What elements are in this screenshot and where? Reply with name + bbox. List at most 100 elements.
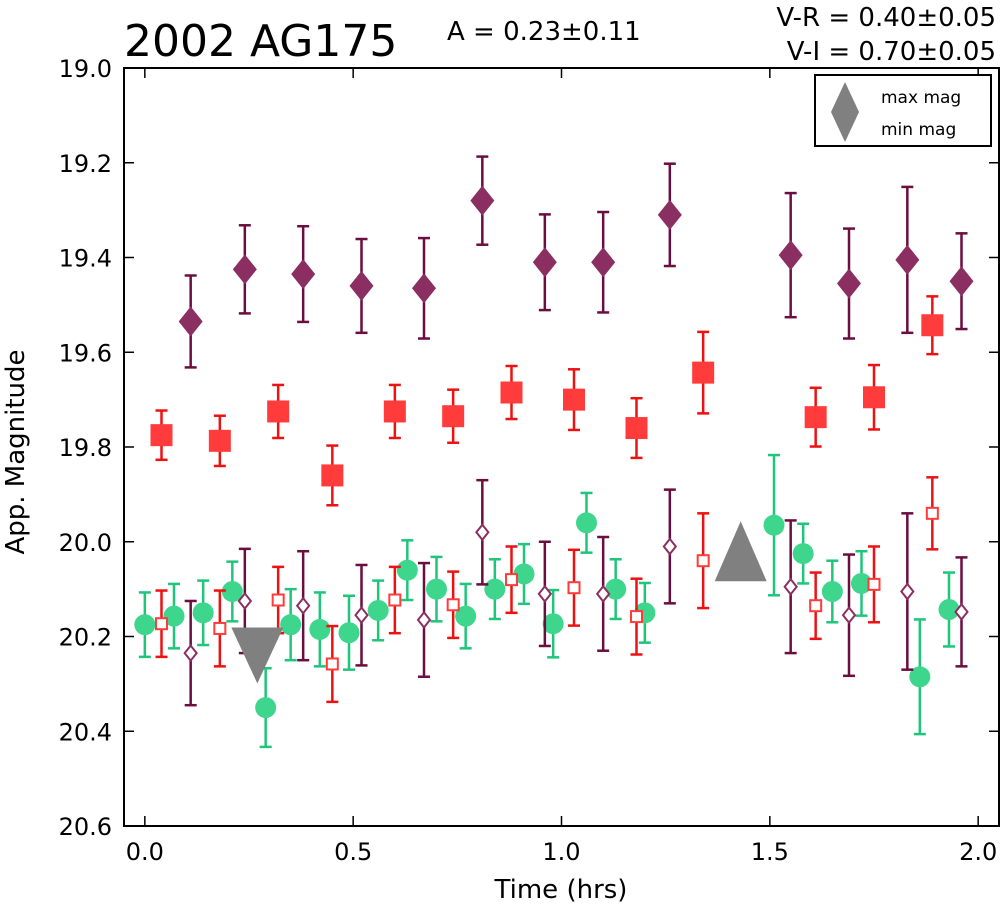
data-point — [221, 580, 243, 602]
x-tick-label: 2.0 — [959, 838, 997, 866]
data-point — [630, 610, 643, 624]
data-point — [537, 584, 553, 603]
max-mag-marker — [714, 521, 767, 582]
x-tick-label: 0.0 — [126, 838, 164, 866]
data-point — [150, 424, 173, 447]
data-point — [863, 386, 885, 409]
data-point — [949, 266, 974, 297]
data-point — [841, 606, 857, 625]
data-point — [662, 537, 678, 556]
v-i-annotation: V-I = 0.70±0.05 — [787, 37, 996, 67]
data-point — [383, 400, 406, 423]
data-point — [178, 306, 203, 337]
series-square — [150, 295, 944, 507]
legend-min-label: min mag — [881, 120, 956, 140]
data-point — [367, 599, 389, 621]
data-point — [255, 697, 277, 719]
y-tick-label: 19.6 — [59, 339, 112, 367]
data-point — [763, 514, 785, 536]
y-tick-label: 20.0 — [59, 529, 112, 557]
amplitude-annotation: A = 0.23±0.11 — [447, 17, 641, 47]
min-mag-marker — [231, 627, 284, 684]
data-point — [470, 185, 495, 216]
data-point — [412, 273, 436, 304]
data-point — [237, 591, 253, 611]
y-tick-label: 20.2 — [59, 624, 112, 652]
data-point — [804, 406, 827, 429]
data-point — [513, 563, 535, 585]
data-point — [851, 572, 872, 594]
y-tick-label: 19.0 — [59, 55, 112, 83]
y-tick-label: 19.8 — [59, 434, 112, 462]
data-point — [213, 621, 227, 635]
data-point — [909, 666, 931, 688]
data-point — [692, 361, 715, 384]
data-point — [455, 605, 477, 627]
x-tick-label: 1.0 — [542, 838, 580, 866]
data-point — [563, 388, 585, 411]
data-point — [591, 247, 616, 278]
data-point — [325, 657, 339, 671]
v-r-annotation: V-R = 0.40±0.05 — [776, 3, 996, 33]
data-point — [542, 613, 564, 635]
chart-title: 2002 AG175 — [124, 16, 397, 67]
data-point — [809, 599, 823, 613]
data-point — [396, 559, 418, 581]
data-point — [867, 577, 881, 591]
data-point — [696, 554, 710, 568]
data-point — [426, 578, 447, 600]
legend-min-marker — [831, 112, 859, 142]
x-axis-label: Time (hrs) — [494, 875, 628, 904]
data-point — [792, 543, 814, 565]
data-point — [446, 598, 460, 612]
data-point — [778, 240, 803, 271]
plot-frame — [123, 67, 1000, 827]
x-tick-label: 0.5 — [334, 838, 372, 866]
data-point — [155, 617, 168, 631]
data-point — [442, 405, 465, 428]
data-point — [821, 580, 843, 602]
data-point — [576, 512, 597, 534]
data-point — [192, 602, 214, 624]
data-point — [388, 593, 402, 607]
data-point — [484, 578, 506, 600]
y-tick-label: 19.4 — [59, 245, 112, 273]
legend-max-label: max mag — [881, 88, 961, 108]
series-diamond — [178, 155, 974, 369]
series-circle — [134, 453, 960, 749]
data-point — [475, 523, 490, 542]
data-point — [605, 578, 627, 600]
y-axis-label: App. Magnitude — [1, 349, 31, 554]
data-point — [657, 199, 682, 230]
data-point — [837, 268, 861, 299]
data-point — [567, 581, 581, 595]
data-point — [500, 381, 523, 404]
y-tick-label: 20.6 — [59, 813, 112, 841]
data-point — [925, 506, 939, 520]
data-point — [295, 596, 311, 615]
data-point — [354, 606, 369, 625]
data-point — [783, 577, 798, 596]
y-tick-label: 19.2 — [59, 150, 112, 178]
data-point — [954, 602, 969, 621]
data-point — [900, 582, 915, 601]
data-point — [183, 643, 198, 663]
x-tick-label: 1.5 — [751, 838, 789, 866]
data-point — [163, 605, 185, 627]
data-point — [134, 614, 156, 636]
data-point — [938, 598, 960, 620]
legend: max mag min mag — [814, 74, 992, 147]
legend-max-marker — [831, 82, 859, 112]
data-point — [321, 464, 344, 487]
data-point — [349, 270, 374, 301]
data-point — [921, 314, 944, 337]
axis-ticks: 0.0 0.5 1.0 1.5 2.0 19.0 19.2 19.4 19.6 19.8 20.0 2… — [59, 55, 999, 866]
data-point — [271, 593, 285, 607]
data-point — [309, 618, 331, 640]
data-point — [595, 584, 611, 603]
y-tick-label: 20.4 — [59, 718, 112, 746]
data-point — [416, 610, 432, 630]
data-point — [208, 429, 231, 452]
data-point — [291, 259, 316, 290]
